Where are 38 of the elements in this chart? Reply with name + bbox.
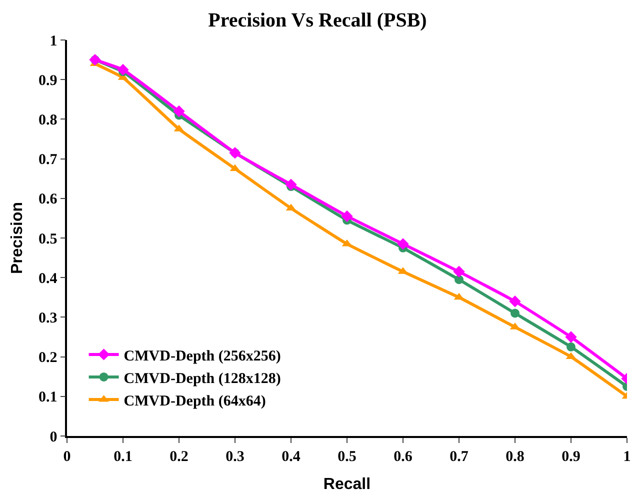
y-tick-label: 0.6 [38, 192, 58, 208]
x-tick-label: 0.5 [338, 448, 356, 465]
legend-label: CMVD-Depth (256x256) [124, 348, 281, 364]
x-tick-label: 0 [63, 448, 71, 465]
point [565, 331, 577, 343]
y-tick-label: 0.4 [38, 270, 58, 287]
y-axis-title: Precision [8, 202, 26, 274]
x-tick-label: 0.9 [562, 448, 580, 465]
point [173, 105, 185, 118]
legend-label: CMVD-Depth (64x64) [124, 393, 266, 410]
y-tick-label: 1 [50, 33, 58, 50]
point [117, 64, 129, 76]
x-tick-label: 0.2 [170, 448, 188, 465]
x-tick-label: 0.4 [282, 448, 301, 465]
point [510, 308, 520, 318]
point [453, 266, 465, 278]
x-tick-label: 0.3 [226, 448, 244, 465]
y-tick-label: 0.1 [38, 390, 58, 406]
y-tick-label: 0.2 [38, 350, 58, 366]
y-tick-label: 0 [50, 429, 58, 446]
x-tick-label: 0.7 [450, 448, 469, 465]
point [509, 296, 521, 308]
x-axis-title: Recall [323, 476, 371, 493]
y-tick-label: 0.9 [38, 72, 58, 89]
point [397, 238, 409, 250]
legend-label: CMVD-Depth (128x128) [124, 370, 281, 387]
x-tick-label: 0.1 [114, 448, 132, 465]
y-tick-label: 0.8 [38, 112, 58, 128]
y-tick-label: 0.3 [38, 310, 58, 326]
x-tick-label: 0.6 [394, 448, 413, 465]
point [566, 342, 576, 352]
y-tick-label: 0.5 [38, 231, 58, 248]
point [285, 178, 297, 190]
y-tick-label: 0.7 [38, 152, 58, 168]
x-tick-label: 0.8 [506, 448, 524, 465]
chart-title: Precision Vs Recall (PSB) [208, 10, 427, 32]
x-tick-label: 1 [623, 448, 631, 465]
point [341, 210, 353, 222]
